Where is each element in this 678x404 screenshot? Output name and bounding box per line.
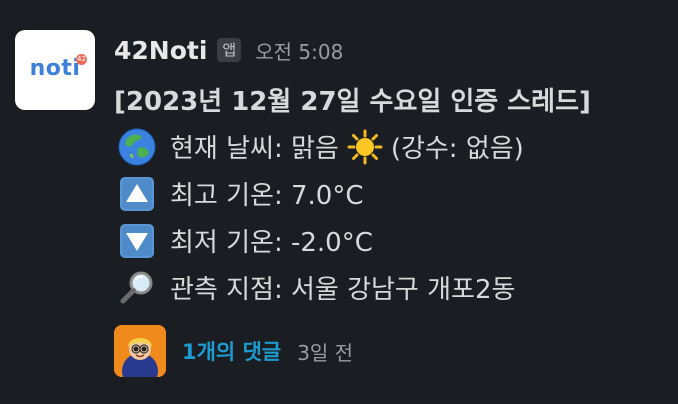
message-timestamp[interactable]: 오전 5:08 [255,39,344,64]
app-avatar[interactable]: noti 42 [15,30,95,110]
high-temp-text: 최고 기온: 7.0°C [170,181,364,211]
thread-summary[interactable]: 1개의 댓글 3일 전 [114,325,354,377]
magnifier-icon [114,267,160,309]
sender-name[interactable]: 42Noti [114,35,208,65]
sun-icon [345,127,385,167]
title-text: [2023년 12월 27일 수요일 인증 스레드] [114,87,591,117]
weather-label: 현재 날씨: 맑음 [170,134,339,164]
last-reply-time: 3일 전 [297,340,354,365]
avatar-logo-text: noti [29,56,81,81]
precipitation-text: (강수: 없음) [390,134,524,164]
low-temp-line: 최저 기온: -2.0°C [114,217,674,264]
message-body: [2023년 12월 27일 수요일 인증 스레드] 현재 날씨: 맑음 [114,76,674,311]
up-arrow-icon [114,173,160,215]
down-arrow-icon [114,220,160,262]
message-header: 42Noti 앱 오전 5:08 [114,30,343,70]
low-temp-text: 최저 기온: -2.0°C [170,228,373,258]
weather-line: 현재 날씨: 맑음 (강수: 없음) [114,123,674,170]
message-title: [2023년 12월 27일 수요일 인증 스레드] [114,76,674,123]
location-text: 관측 지점: 서울 강남구 개포2동 [170,275,516,305]
avatar-logo-badge: 42 [76,54,87,65]
reply-count-link[interactable]: 1개의 댓글 [182,340,282,364]
high-temp-line: 최고 기온: 7.0°C [114,170,674,217]
app-badge: 앱 [217,38,242,62]
globe-asia-icon [114,126,160,168]
location-line: 관측 지점: 서울 강남구 개포2동 [114,264,674,311]
replier-avatar [114,325,166,377]
